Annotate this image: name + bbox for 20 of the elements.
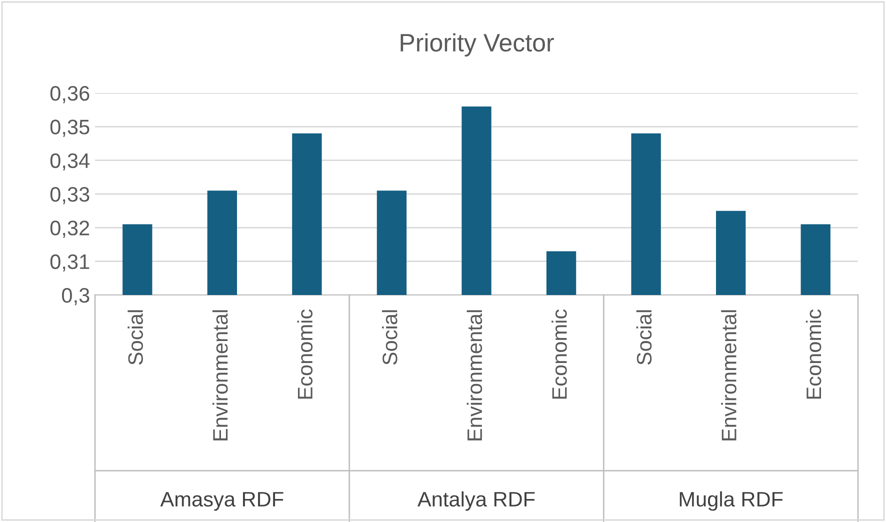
y-tick-label: 0,33 — [50, 187, 90, 204]
text: Amasya RDF — [160, 492, 284, 511]
x-tick-label: Social — [382, 310, 398, 365]
y-tick-label: 0,34 — [50, 153, 90, 171]
text: Mugla RDF — [680, 491, 783, 511]
y-tick-label: 0,3 — [62, 288, 90, 306]
x-tick-label: Economic — [297, 309, 313, 399]
x-tick-label: Environmental — [721, 310, 736, 440]
x-tick-label: Environmental — [466, 310, 482, 440]
chart-title: Priority Vector — [400, 33, 554, 57]
y-tick-label: 0,32 — [50, 220, 90, 238]
y-tick-label: 0,35 — [50, 120, 90, 137]
y-tick-label: 0,36 — [50, 86, 90, 104]
x-tick-label: Environmental — [212, 310, 228, 440]
y-tick-label: 0,31 — [50, 254, 90, 272]
x-tick-label: Economic — [806, 309, 822, 399]
text: Antalya RDF — [418, 491, 535, 511]
x-tick-label: Social — [128, 310, 143, 365]
x-tick-label: Social — [636, 310, 652, 365]
x-tick-label: Economic — [552, 309, 567, 399]
